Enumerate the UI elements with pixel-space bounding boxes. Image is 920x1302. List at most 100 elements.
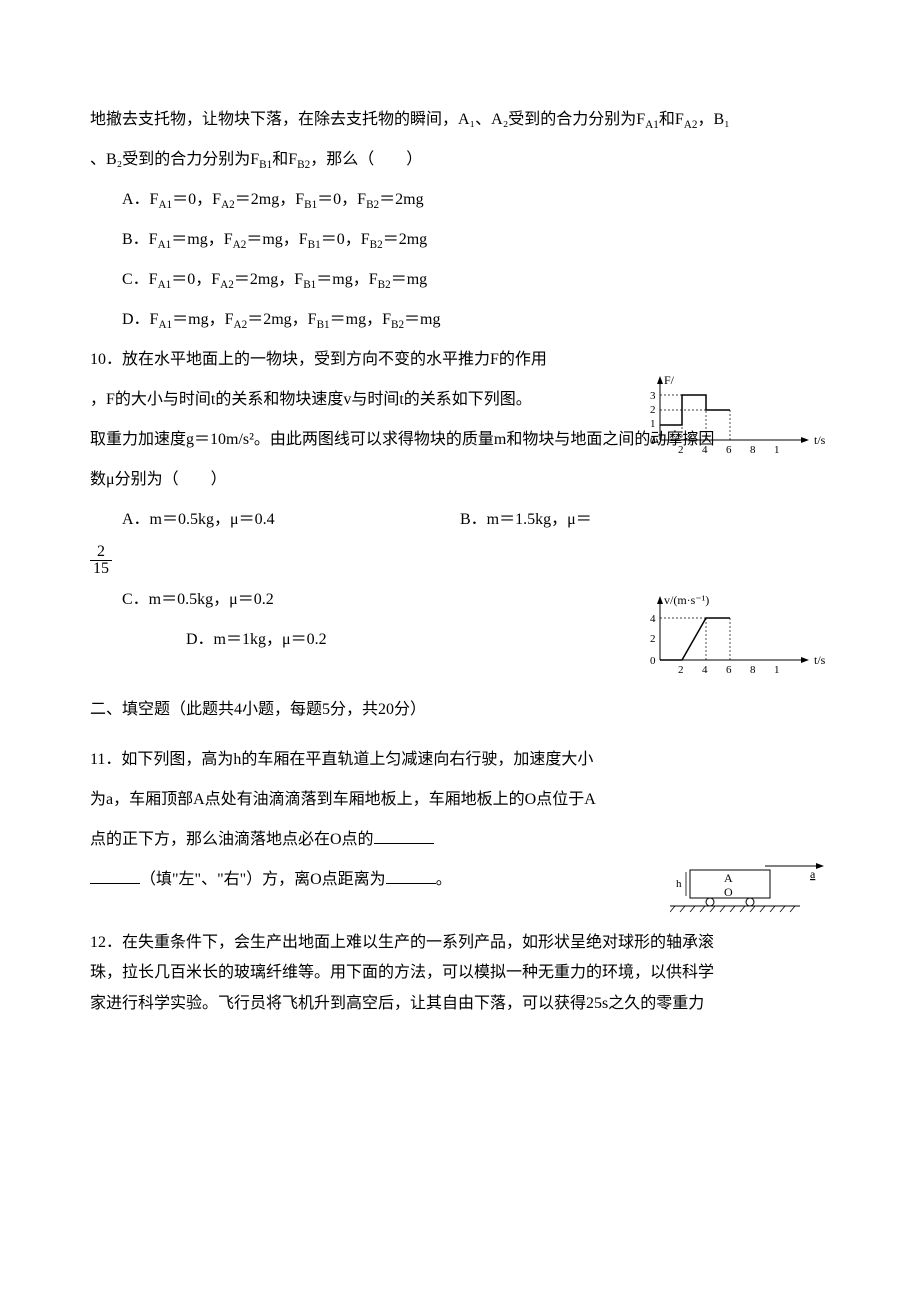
text: ＝0，F: [321, 231, 370, 248]
text: ＝mg，F: [172, 311, 233, 328]
sub: A2: [234, 319, 248, 331]
text: 地撤去支托物，让物块下落，在除去支托物的瞬间，A₁、A₂受到的合力分别为F: [90, 111, 645, 128]
denominator: 15: [90, 561, 112, 577]
sub: A2: [221, 199, 235, 211]
q12-line1: 12．在失重条件下，会生产出地面上难以生产的一系列产品，如形状呈绝对球形的轴承滚: [90, 928, 830, 958]
label-O: O: [724, 885, 733, 899]
xtick: 6: [726, 444, 732, 456]
chart2-xlabel: t/s: [814, 653, 826, 667]
xtick: 2: [678, 664, 684, 676]
figure-q11: a A O h: [670, 860, 830, 931]
xtick: 8: [750, 664, 756, 676]
text: ＝2mg: [379, 191, 423, 208]
blank-field[interactable]: [386, 868, 436, 884]
blank-field[interactable]: [374, 828, 434, 844]
sub: B1: [317, 319, 330, 331]
q9-option-d: D．FA1＝mg，FA2＝2mg，FB1＝mg，FB2＝mg: [90, 300, 830, 340]
text: A．F: [122, 191, 158, 208]
xtick: 6: [726, 664, 732, 676]
q12-line3: 家进行科学实验。飞行员将飞机升到高空后，让其自由下落，可以获得25s之久的零重力: [90, 989, 830, 1019]
label-a: a: [810, 867, 816, 881]
q9-option-b: B．FA1＝mg，FA2＝mg，FB1＝0，FB2＝2mg: [90, 220, 830, 260]
text: ＝2mg，F: [234, 271, 303, 288]
text: ＝0，F: [171, 271, 220, 288]
text: ＝mg，F: [171, 231, 232, 248]
ytick: 2: [650, 633, 656, 645]
chart-v-vs-t: v/(m·s⁻¹) t/s 4 2 0 2 4 6 8 1: [630, 590, 830, 696]
sub: B2: [391, 319, 404, 331]
ytick: 3: [650, 390, 656, 402]
sub: B1: [308, 239, 321, 251]
sub: B2: [378, 279, 391, 291]
sub: B1: [303, 279, 316, 291]
q12-line2: 珠，拉长几百米长的玻璃纤维等。用下面的方法，可以模拟一种无重力的环境，以供科学: [90, 958, 830, 988]
xtick: 8: [750, 444, 756, 456]
ytick: 4: [650, 613, 656, 625]
q11-line1: 11．如下列图，高为h的车厢在平直轨道上匀减速向右行驶，加速度大小: [90, 740, 830, 780]
ytick: 0: [650, 435, 656, 447]
text: B．m＝1.5kg，μ＝: [460, 511, 592, 528]
q9-line1: 地撤去支托物，让物块下落，在除去支托物的瞬间，A₁、A₂受到的合力分别为FA1和…: [90, 100, 830, 140]
sub: A2: [684, 119, 698, 131]
text: B．F: [122, 231, 158, 248]
sub: A1: [158, 239, 172, 251]
q9-line2: 、B₂受到的合力分别为FB1和FB2，那么（ ）: [90, 140, 830, 180]
sub: A1: [645, 119, 659, 131]
numerator: 2: [90, 544, 112, 561]
text: 。: [436, 871, 452, 888]
text: ＝mg，F: [316, 271, 377, 288]
label-h: h: [676, 878, 682, 890]
ytick: 2: [650, 404, 656, 416]
q9-option-a: A．FA1＝0，FA2＝2mg，FB1＝0，FB2＝2mg: [90, 180, 830, 220]
sub: B1: [304, 199, 317, 211]
xtick: 1: [774, 664, 780, 676]
text: ＝0，F: [317, 191, 366, 208]
text: ＝0，F: [172, 191, 221, 208]
figure11-svg: a A O h: [670, 860, 830, 915]
sub: B2: [297, 159, 310, 171]
chart2-ylabel: v/(m·s⁻¹): [664, 593, 709, 607]
q9-option-c: C．FA1＝0，FA2＝2mg，FB1＝mg，FB2＝mg: [90, 260, 830, 300]
text: 和F: [659, 111, 684, 128]
xtick: 4: [702, 444, 708, 456]
sub: A1: [158, 199, 172, 211]
chart2-svg: v/(m·s⁻¹) t/s 4 2 0 2 4 6 8 1: [630, 590, 830, 680]
text: 和F: [272, 151, 297, 168]
chart-f-vs-t: F/ t/s 3 2 1 0 2 4 6 8 1: [630, 370, 830, 476]
chart-svg: F/ t/s 3 2 1 0 2 4 6 8 1: [630, 370, 830, 460]
sub: A1: [158, 279, 172, 291]
sub: B2: [366, 199, 379, 211]
chart1-ylabel: F/: [664, 373, 675, 387]
q10-options: A．m＝0.5kg，μ＝0.4 B．m＝1.5kg，μ＝: [90, 500, 830, 540]
text: ＝mg，F: [330, 311, 391, 328]
text: ＝mg，F: [246, 231, 307, 248]
chart1-xlabel: t/s: [814, 433, 826, 447]
text: 、B₂受到的合力分别为F: [90, 151, 259, 168]
q10-option-b: B．m＝1.5kg，μ＝: [460, 500, 592, 540]
ytick: 1: [650, 418, 656, 430]
text: ＝mg: [404, 311, 440, 328]
text: D．F: [122, 311, 158, 328]
q11-line2: 为a，车厢顶部A点处有油滴滴落到车厢地板上，车厢地板上的O点位于A: [90, 780, 830, 820]
blank-field[interactable]: [90, 868, 140, 884]
sub: A2: [220, 279, 234, 291]
text: ＝2mg: [383, 231, 427, 248]
label-A: A: [724, 871, 733, 885]
text: ，B₁: [697, 111, 729, 128]
sub: B2: [370, 239, 383, 251]
text: ＝2mg，F: [247, 311, 316, 328]
fraction: 2 15: [90, 544, 112, 577]
text: ＝mg: [391, 271, 427, 288]
text: C．F: [122, 271, 158, 288]
section2-header: 二、填空题（此题共4小题，每题5分，共20分）: [90, 690, 830, 730]
q11-line3: 点的正下方，那么油滴落地点必在O点的: [90, 820, 830, 860]
sub: B1: [259, 159, 272, 171]
xtick: 4: [702, 664, 708, 676]
sub: A1: [158, 319, 172, 331]
text: （填"左"、"右"）方，离O点距离为: [140, 871, 386, 888]
ytick: 0: [650, 655, 656, 667]
xtick: 2: [678, 444, 684, 456]
xtick: 1: [774, 444, 780, 456]
text: ＝2mg，F: [235, 191, 304, 208]
q10-fraction: 2 15: [90, 540, 830, 580]
